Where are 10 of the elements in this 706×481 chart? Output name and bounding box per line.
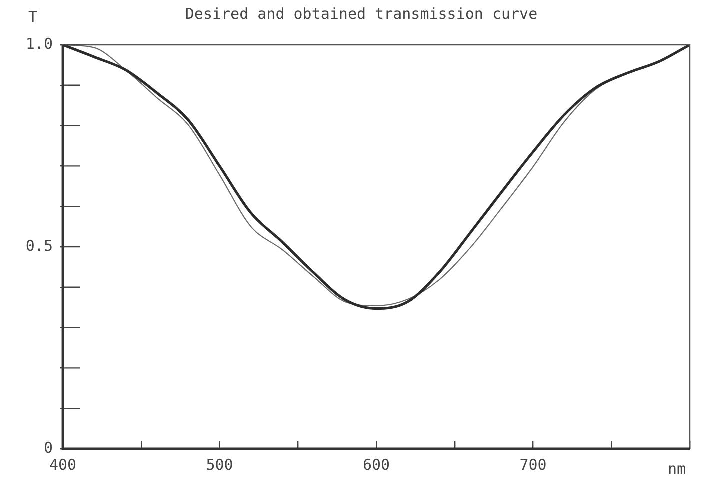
y-tick-label: 0 [44, 438, 53, 457]
x-tick-label: 700 [520, 456, 547, 474]
x-tick-label: 500 [206, 456, 234, 474]
chart-title: Desired and obtained transmission curve [185, 4, 538, 23]
y-axis-title: T [28, 8, 38, 26]
x-tick-label: 600 [362, 456, 390, 474]
y-tick-label: 1.0 [26, 34, 53, 53]
y-tick-label: 0.5 [26, 236, 53, 255]
x-axis-title: nm [668, 460, 686, 478]
x-tick-label: 400 [49, 456, 77, 474]
